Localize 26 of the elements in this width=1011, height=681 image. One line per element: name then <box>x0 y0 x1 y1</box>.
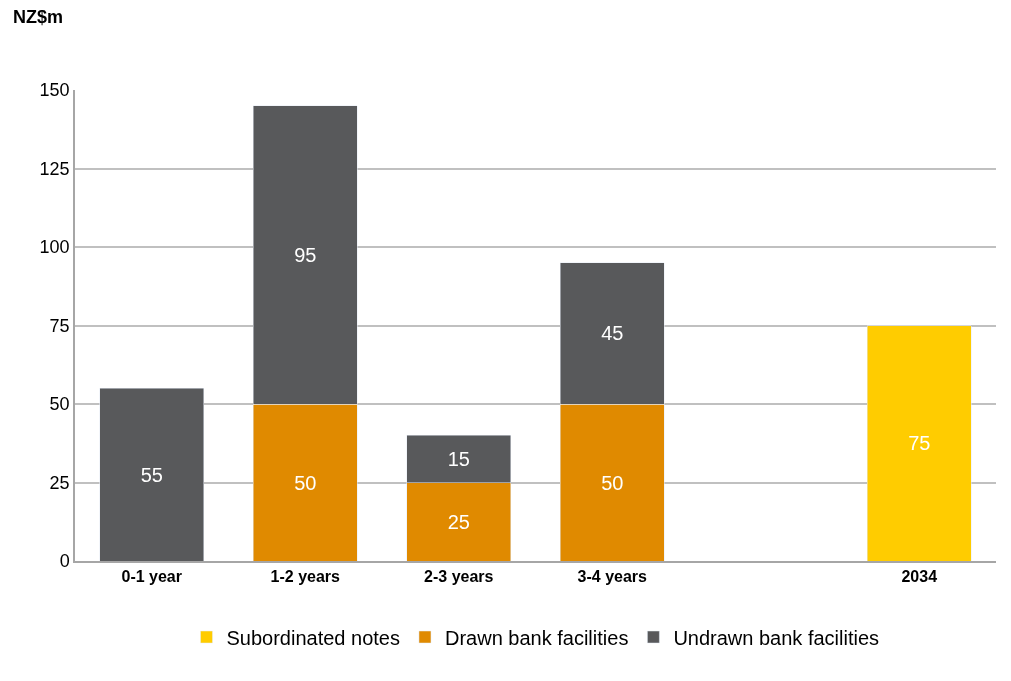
data-label: 55 <box>140 463 163 486</box>
data-label: 50 <box>294 471 317 494</box>
y-tick-label: 125 <box>39 158 70 179</box>
y-tick-label: 75 <box>49 315 70 336</box>
x-tick-label: 1-2 years <box>270 567 341 585</box>
data-label: 75 <box>908 432 931 455</box>
bar <box>866 325 972 561</box>
legend-label: Undrawn bank facilities <box>673 626 880 649</box>
data-label: 95 <box>294 243 317 266</box>
y-tick-label: 0 <box>59 551 70 572</box>
x-tick-label: 2034 <box>901 567 938 585</box>
x-tick-label: 2-3 years <box>424 567 494 585</box>
y-tick-label: 150 <box>39 80 70 101</box>
bar <box>99 388 205 561</box>
data-label: 25 <box>447 510 470 533</box>
data-label: 45 <box>601 322 624 345</box>
x-tick-label: 3-4 years <box>577 567 648 585</box>
legend-label: Drawn bank facilities <box>444 626 629 649</box>
legend-label: Subordinated notes <box>226 626 400 649</box>
y-tick-label: 100 <box>39 237 70 258</box>
y-axis-title: NZ$m <box>13 7 64 27</box>
y-tick-label: 50 <box>49 394 70 415</box>
data-label: 15 <box>447 447 470 470</box>
data-label: 50 <box>601 471 624 494</box>
y-tick-label: 25 <box>49 472 70 493</box>
x-tick-label: 0-1 year <box>121 567 182 585</box>
